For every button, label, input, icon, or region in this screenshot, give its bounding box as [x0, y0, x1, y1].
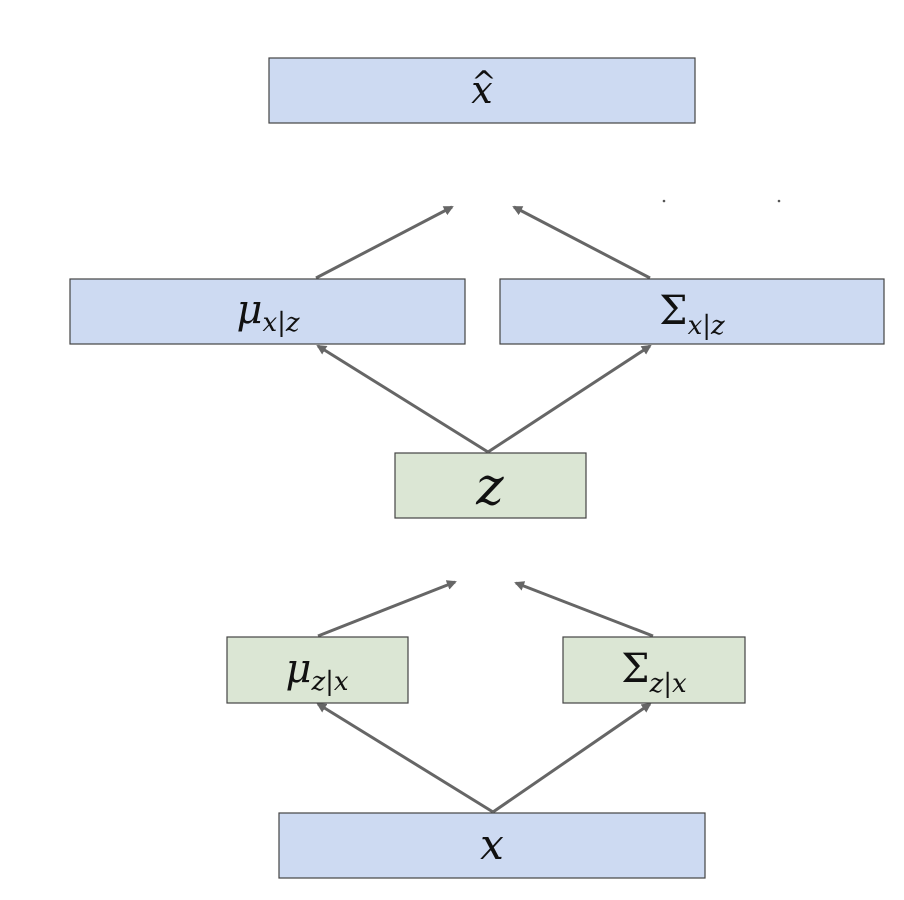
- node-mu-z-given-x-box: [226, 636, 409, 704]
- sigma-symbol: Σ: [621, 646, 649, 692]
- stray-dot: [777, 199, 781, 203]
- node-mu-x-given-z: μx|z: [69, 278, 466, 345]
- mu-subscript: z|x: [310, 667, 348, 697]
- edge-z-to-sigma-x-given-z: [487, 344, 652, 454]
- edge-x-to-mu-z-given-x: [316, 702, 494, 814]
- node-x: x: [278, 812, 706, 879]
- node-x-hat-symbol: x: [471, 68, 492, 112]
- edges: [315, 205, 654, 814]
- node-x-hat: x ^: [268, 57, 696, 124]
- node-z: z: [394, 452, 587, 519]
- stray-dot: [662, 199, 666, 203]
- node-z-box: [394, 452, 587, 519]
- node-sigma-x-given-z-label: Σx|z: [659, 288, 725, 341]
- edge-sigma-x-given-z-to-x-hat: [512, 205, 651, 280]
- node-mu-z-given-x-label: μz|x: [285, 646, 348, 697]
- sigma-subscript: x|z: [688, 311, 725, 341]
- node-mu-z-given-x: μz|x: [226, 636, 409, 704]
- edge-mu-x-given-z-to-x-hat: [315, 205, 454, 280]
- node-x-hat-box: [268, 57, 696, 124]
- node-z-symbol: z: [475, 457, 504, 517]
- edge-mu-z-given-x-to-z: [317, 580, 457, 638]
- sigma-subscript: z|x: [649, 669, 687, 699]
- node-x-box: [278, 812, 706, 879]
- node-sigma-z-given-x-label: Σz|x: [621, 646, 687, 699]
- node-sigma-z-given-x: Σz|x: [562, 636, 746, 704]
- node-sigma-z-given-x-box: [562, 636, 746, 704]
- node-sigma-x-given-z-box: [499, 278, 885, 345]
- mu-symbol: μ: [236, 287, 262, 333]
- mu-subscript: x|z: [262, 308, 299, 338]
- node-sigma-x-given-z: Σx|z: [499, 278, 885, 345]
- edge-sigma-z-given-x-to-z: [514, 581, 654, 638]
- mu-symbol: μ: [285, 646, 311, 692]
- node-mu-x-given-z-label: μx|z: [236, 287, 299, 338]
- node-x-hat-accent: ^: [471, 65, 496, 100]
- sigma-symbol: Σ: [659, 288, 687, 334]
- edge-x-to-sigma-z-given-x: [492, 702, 652, 814]
- node-x-symbol: x: [480, 820, 504, 869]
- edge-z-to-mu-x-given-z: [316, 344, 489, 454]
- node-mu-x-given-z-box: [69, 278, 466, 345]
